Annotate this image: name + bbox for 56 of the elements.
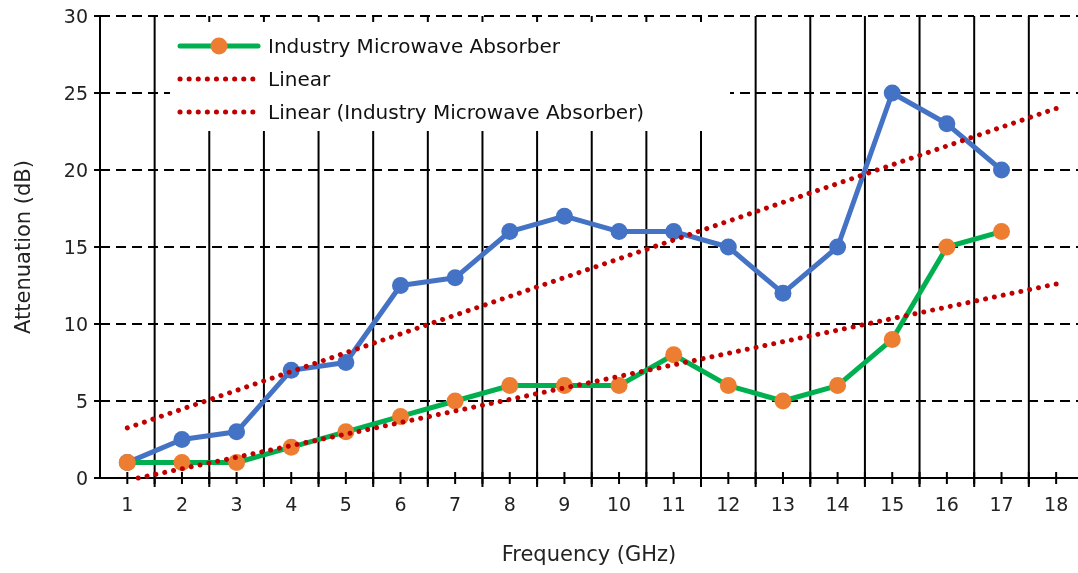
y-tick-label: 25 [63,82,88,104]
x-tick-label: 15 [880,493,905,515]
x-tick-label: 14 [825,493,850,515]
x-tick-label: 7 [449,493,462,515]
y-tick-label: 0 [75,467,88,489]
point [829,377,847,395]
point [228,423,246,441]
y-tick-label: 10 [63,313,88,335]
legend-label: Linear (Industry Microwave Absorber) [268,100,645,124]
point [501,377,519,395]
point [173,431,191,448]
x-tick-label: 13 [770,493,796,515]
x-tick-label: 18 [1044,493,1069,515]
x-tick-label: 3 [230,493,243,515]
y-axis-title: Attenuation (dB) [11,160,35,334]
point [829,238,847,256]
point [665,223,683,241]
x-tick-label: 12 [716,493,741,515]
x-tick-label: 2 [175,493,188,515]
x-tick-label: 11 [661,493,686,515]
point [610,377,628,395]
point [993,223,1011,241]
y-tick-label: 5 [75,390,88,412]
point [555,207,573,225]
legend-label: Industry Microwave Absorber [268,34,561,58]
x-tick-label: 16 [934,493,959,515]
y-tick-label: 30 [63,5,88,27]
legend-label: Linear [268,67,331,91]
point [392,407,409,425]
y-tick-label: 20 [63,159,88,181]
point [501,223,519,241]
x-tick-label: 10 [606,493,632,515]
point [719,377,737,395]
point [774,392,792,410]
x-tick-label: 1 [121,493,134,515]
point [883,330,901,348]
point [719,238,737,256]
x-tick-label: 17 [989,493,1014,515]
x-tick-label: 5 [339,493,352,515]
point [337,354,355,371]
x-tick-label: 6 [394,493,407,515]
point [993,161,1011,179]
point [938,115,956,133]
point [774,284,792,302]
point [883,84,901,102]
x-tick-label: 4 [285,493,298,515]
point [392,277,409,294]
point [665,346,683,364]
point [446,269,464,287]
point [938,238,956,256]
x-tick-label: 8 [503,493,516,515]
y-tick-label: 15 [63,236,88,258]
x-axis-title: Frequency (GHz) [501,542,677,566]
point [446,392,464,410]
point [610,223,628,241]
x-tick-label: 9 [558,493,571,515]
